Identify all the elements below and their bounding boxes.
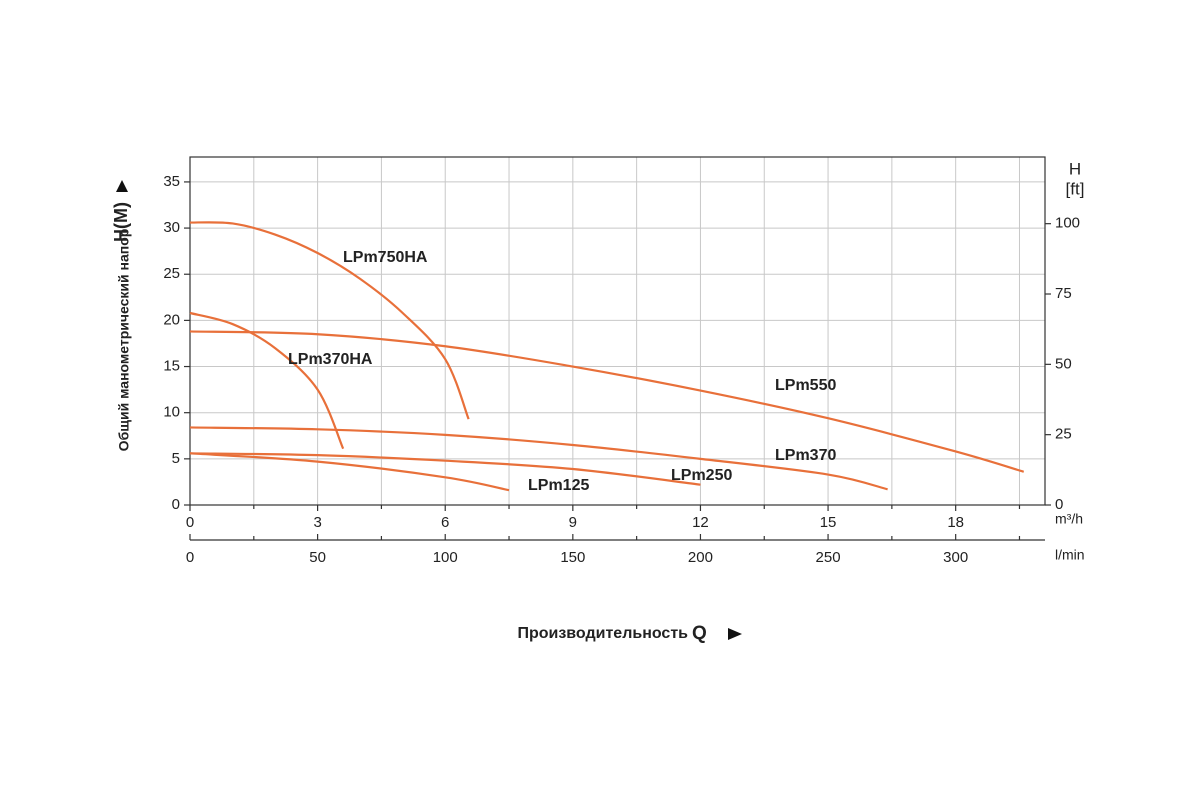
x2-tick-label: 150 bbox=[560, 549, 585, 566]
curve bbox=[189, 330, 1025, 473]
curve-label: LPm370 bbox=[775, 447, 836, 464]
curve-label: LPm250 bbox=[671, 467, 732, 484]
curve bbox=[189, 452, 510, 492]
x-unit: m³/h bbox=[1055, 511, 1083, 527]
x-tick-label: 15 bbox=[820, 514, 837, 531]
y2-axis-label: H bbox=[1069, 159, 1081, 178]
x-tick-label: 12 bbox=[692, 514, 709, 531]
y2-tick-label: 0 bbox=[1055, 496, 1063, 513]
x-tick-label: 0 bbox=[186, 514, 194, 531]
curve bbox=[189, 452, 701, 486]
y2-axis-unit: [ft] bbox=[1066, 179, 1085, 198]
x2-unit: l/min bbox=[1055, 547, 1085, 563]
y2-tick-label: 50 bbox=[1055, 355, 1072, 372]
curve-label: LPm370HA bbox=[288, 351, 373, 368]
x2-tick-label: 300 bbox=[943, 549, 968, 566]
curve bbox=[189, 311, 345, 450]
y2-tick-label: 75 bbox=[1055, 285, 1072, 302]
x2-tick-label: 50 bbox=[309, 549, 326, 566]
x-arrow bbox=[728, 628, 742, 640]
x2-tick-label: 0 bbox=[186, 549, 194, 566]
curve-label: LPm750HA bbox=[343, 249, 428, 266]
y-axis-label: Общий манометрический напор bbox=[116, 229, 132, 452]
x-tick-label: 18 bbox=[947, 514, 964, 531]
plot-frame bbox=[189, 156, 1046, 506]
y-tick-label: 20 bbox=[163, 311, 180, 328]
x-tick-label: 6 bbox=[441, 514, 449, 531]
curve bbox=[189, 221, 470, 420]
y-tick-label: 30 bbox=[163, 219, 180, 236]
y2-tick-label: 25 bbox=[1055, 426, 1072, 443]
curve bbox=[189, 426, 888, 491]
y-axis-unit: H(M) bbox=[111, 202, 131, 242]
x2-tick-label: 200 bbox=[688, 549, 713, 566]
y-tick-label: 15 bbox=[163, 358, 180, 375]
y-tick-label: 10 bbox=[163, 404, 180, 421]
curve-label: LPm550 bbox=[775, 377, 836, 394]
curve-label: LPm125 bbox=[528, 477, 589, 494]
y-tick-label: 5 bbox=[172, 450, 180, 467]
y-arrow bbox=[116, 180, 128, 192]
x2-tick-label: 100 bbox=[433, 549, 458, 566]
y-tick-label: 0 bbox=[172, 496, 180, 513]
y-tick-label: 25 bbox=[163, 265, 180, 282]
x-axis-label: Производительность bbox=[517, 625, 688, 642]
y2-tick-label: 100 bbox=[1055, 215, 1080, 232]
x-tick-label: 9 bbox=[569, 514, 577, 531]
y-tick-label: 35 bbox=[163, 173, 180, 190]
x-axis-unit: Q bbox=[692, 623, 707, 644]
x-tick-label: 3 bbox=[313, 514, 321, 531]
x2-tick-label: 250 bbox=[816, 549, 841, 566]
